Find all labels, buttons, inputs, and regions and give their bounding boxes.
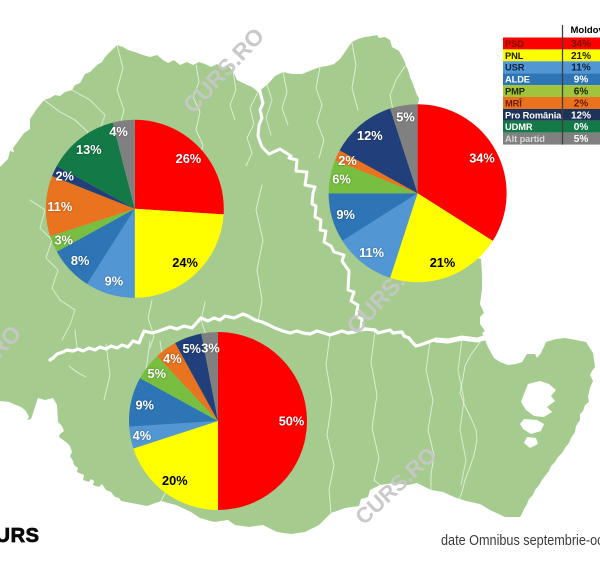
svg-text:USR: USR <box>505 63 525 73</box>
svg-text:Alt partid: Alt partid <box>505 134 545 144</box>
svg-text:9%: 9% <box>574 75 589 86</box>
svg-text:0%: 0% <box>574 122 589 133</box>
svg-text:11%: 11% <box>571 63 591 74</box>
svg-text:4%: 4% <box>163 351 182 366</box>
svg-text:20%: 20% <box>162 473 188 488</box>
svg-text:5%: 5% <box>148 366 167 381</box>
svg-text:2%: 2% <box>338 153 357 168</box>
svg-text:11%: 11% <box>47 199 73 214</box>
svg-text:5%: 5% <box>396 109 415 124</box>
svg-text:13%: 13% <box>76 142 102 157</box>
svg-text:3%: 3% <box>54 232 73 247</box>
svg-text:4%: 4% <box>109 124 128 139</box>
svg-text:24%: 24% <box>172 255 198 270</box>
svg-text:5%: 5% <box>574 134 589 145</box>
svg-text:Moldova: Moldova <box>571 25 600 36</box>
svg-text:MRÎ: MRÎ <box>505 97 522 108</box>
svg-text:ALDE: ALDE <box>505 75 530 85</box>
svg-text:PNL: PNL <box>505 51 524 61</box>
svg-text:2%: 2% <box>55 169 74 184</box>
svg-text:date Omnibus septembrie-oct: date Omnibus septembrie-oct <box>441 533 600 549</box>
svg-text:Pro România: Pro România <box>505 110 562 120</box>
svg-text:CURS: CURS <box>0 525 40 547</box>
svg-text:9%: 9% <box>136 397 155 412</box>
svg-text:12%: 12% <box>357 128 383 143</box>
svg-text:12%: 12% <box>571 110 591 121</box>
svg-text:PMP: PMP <box>505 87 525 97</box>
svg-text:26%: 26% <box>176 151 202 166</box>
svg-text:21%: 21% <box>430 255 456 270</box>
svg-text:4%: 4% <box>133 428 152 443</box>
svg-text:PSD: PSD <box>505 39 524 49</box>
svg-text:34%: 34% <box>571 39 591 50</box>
svg-text:2%: 2% <box>574 98 589 109</box>
svg-text:21%: 21% <box>571 51 591 62</box>
svg-text:3%: 3% <box>201 341 220 356</box>
svg-text:6%: 6% <box>332 171 351 186</box>
svg-text:9%: 9% <box>105 274 124 289</box>
svg-text:11%: 11% <box>359 245 385 260</box>
svg-text:8%: 8% <box>71 253 90 268</box>
svg-text:6%: 6% <box>574 87 589 98</box>
svg-text:UDMR: UDMR <box>505 122 533 132</box>
svg-text:50%: 50% <box>279 414 305 429</box>
svg-text:5%: 5% <box>182 341 201 356</box>
svg-text:9%: 9% <box>336 207 355 222</box>
svg-text:34%: 34% <box>469 151 495 166</box>
